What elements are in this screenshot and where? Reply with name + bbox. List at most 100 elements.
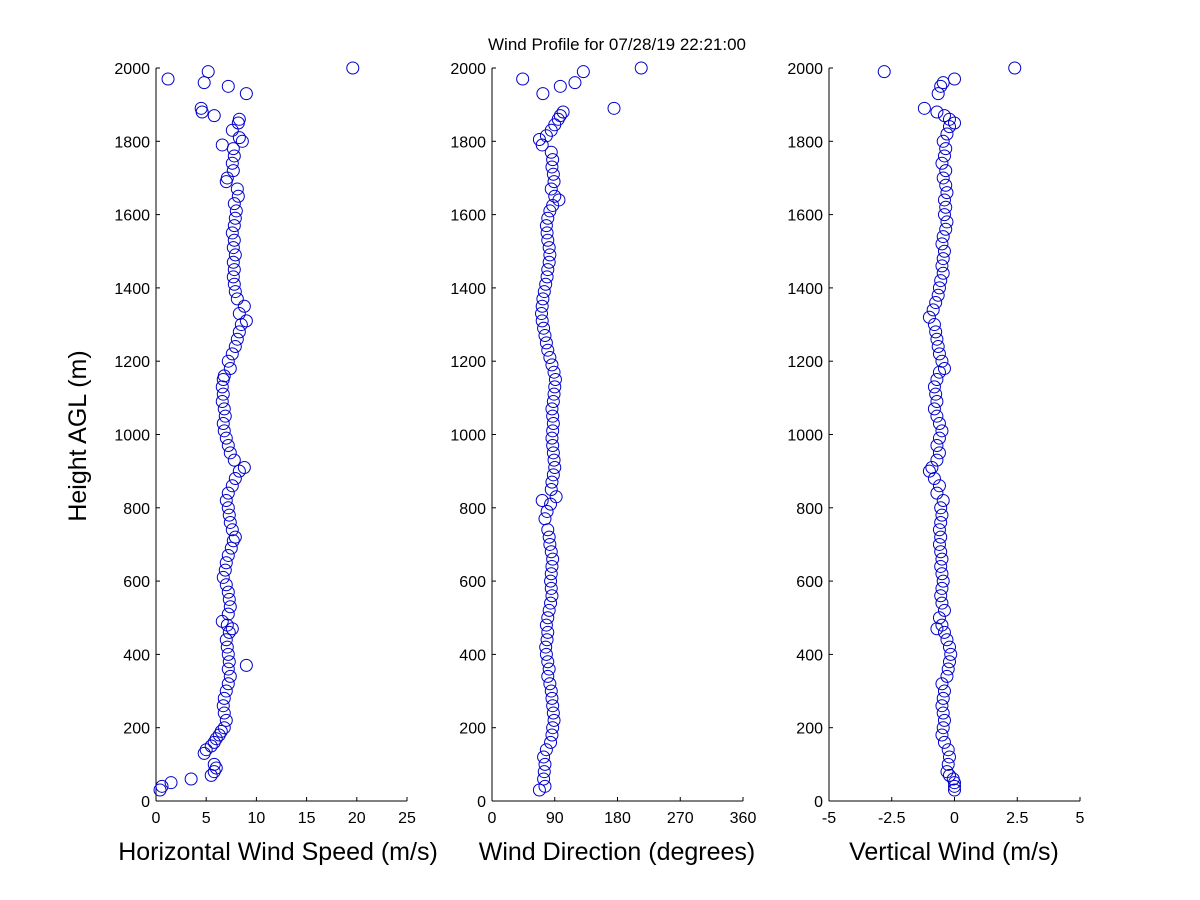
data-point-vertical-wind — [934, 559, 948, 573]
data-point-horizontal-wind-speed — [207, 109, 221, 123]
data-point-vertical-wind — [936, 230, 950, 244]
data-point-vertical-wind — [935, 567, 949, 581]
data-point-horizontal-wind-speed — [221, 607, 235, 621]
data-point-vertical-wind — [931, 288, 945, 302]
data-point-vertical-wind — [929, 296, 943, 310]
xlabel-horizontal-wind-speed: Horizontal Wind Speed (m/s) — [118, 838, 438, 866]
y-tick-label: 2000 — [787, 61, 823, 78]
data-point-wind-direction — [551, 112, 565, 126]
data-point-horizontal-wind-speed — [227, 197, 241, 211]
data-point-vertical-wind — [939, 222, 953, 236]
y-tick-label: 200 — [459, 721, 486, 738]
data-point-vertical-wind — [937, 684, 951, 698]
data-point-vertical-wind — [930, 438, 944, 452]
data-point-vertical-wind — [937, 735, 951, 749]
data-point-vertical-wind — [934, 589, 948, 603]
data-point-horizontal-wind-speed — [216, 417, 230, 431]
data-point-vertical-wind — [935, 552, 949, 566]
data-point-wind-direction — [540, 504, 554, 518]
data-point-vertical-wind — [927, 402, 941, 416]
x-tick-label: 0 — [152, 810, 161, 827]
data-point-wind-direction — [539, 336, 553, 350]
data-point-horizontal-wind-speed — [223, 362, 237, 376]
data-point-vertical-wind — [936, 574, 950, 588]
x-tick-label: 20 — [348, 810, 366, 827]
data-point-horizontal-wind-speed — [215, 138, 229, 152]
data-point-vertical-wind — [934, 501, 948, 515]
data-point-vertical-wind — [929, 325, 943, 339]
data-point-wind-direction — [516, 72, 530, 86]
data-point-vertical-wind — [937, 244, 951, 258]
data-point-horizontal-wind-speed — [219, 493, 233, 507]
data-point-horizontal-wind-speed — [221, 79, 235, 93]
data-point-vertical-wind — [930, 453, 944, 467]
data-point-wind-direction — [547, 175, 561, 189]
data-point-wind-direction — [540, 226, 554, 240]
data-point-horizontal-wind-speed — [221, 585, 235, 599]
data-point-wind-direction — [544, 684, 558, 698]
data-point-horizontal-wind-speed — [228, 211, 242, 225]
data-point-horizontal-wind-speed — [216, 387, 230, 401]
data-point-wind-direction — [544, 545, 558, 559]
x-tick-label: 90 — [546, 810, 564, 827]
data-point-vertical-wind — [948, 72, 961, 86]
data-point-wind-direction — [545, 475, 559, 489]
y-tick-label: 1200 — [450, 354, 486, 371]
data-point-horizontal-wind-speed — [219, 556, 233, 570]
y-tick-label: 1600 — [114, 208, 150, 225]
data-point-horizontal-wind-speed — [194, 101, 208, 115]
data-point-vertical-wind — [937, 362, 951, 376]
data-point-vertical-wind — [932, 281, 946, 295]
data-point-wind-direction — [542, 603, 556, 617]
data-point-vertical-wind — [936, 76, 950, 90]
y-tick-label: 800 — [796, 501, 823, 518]
data-point-horizontal-wind-speed — [219, 633, 233, 647]
data-point-vertical-wind — [937, 713, 951, 727]
x-tick-label: 5 — [1076, 810, 1085, 827]
data-point-wind-direction — [542, 241, 556, 255]
x-tick-label: 270 — [667, 810, 694, 827]
data-point-wind-direction — [541, 655, 555, 669]
data-point-horizontal-wind-speed — [231, 189, 245, 203]
data-point-horizontal-wind-speed — [184, 772, 198, 786]
data-point-vertical-wind — [940, 215, 954, 229]
x-tick-label: -5 — [822, 810, 836, 827]
data-point-horizontal-wind-speed — [218, 409, 232, 423]
data-point-vertical-wind — [926, 303, 940, 317]
data-point-horizontal-wind-speed — [219, 578, 233, 592]
y-tick-label: 0 — [141, 794, 150, 811]
y-tick-label: 1400 — [114, 281, 150, 298]
data-point-vertical-wind — [944, 647, 958, 661]
x-tick-label: 5 — [202, 810, 211, 827]
xlabel-wind-direction: Wind Direction (degrees) — [479, 838, 756, 866]
data-point-wind-direction — [544, 581, 558, 595]
data-point-wind-direction — [537, 321, 551, 335]
data-point-vertical-wind — [936, 134, 950, 148]
data-point-horizontal-wind-speed — [215, 395, 229, 409]
data-point-vertical-wind — [946, 772, 960, 786]
data-point-horizontal-wind-speed — [221, 548, 235, 562]
data-point-vertical-wind — [937, 208, 951, 222]
data-point-horizontal-wind-speed — [228, 471, 242, 485]
data-point-wind-direction — [546, 417, 560, 431]
data-point-vertical-wind — [935, 596, 949, 610]
data-point-wind-direction — [544, 574, 558, 588]
data-point-wind-direction — [538, 329, 552, 343]
y-tick-label: 0 — [477, 794, 486, 811]
data-point-vertical-wind — [937, 603, 951, 617]
data-point-vertical-wind — [948, 783, 961, 797]
y-tick-label: 200 — [123, 721, 150, 738]
data-point-vertical-wind — [932, 537, 946, 551]
data-point-vertical-wind — [930, 332, 944, 346]
data-point-horizontal-wind-speed — [216, 699, 230, 713]
y-tick-label: 200 — [796, 721, 823, 738]
data-point-wind-direction — [544, 145, 558, 159]
data-point-horizontal-wind-speed — [237, 299, 251, 313]
data-point-vertical-wind — [932, 446, 946, 460]
data-point-wind-direction — [568, 76, 582, 90]
data-point-horizontal-wind-speed — [222, 655, 236, 669]
data-point-wind-direction — [539, 640, 553, 654]
data-point-wind-direction — [544, 596, 558, 610]
x-tick-label: 0 — [950, 810, 959, 827]
data-point-horizontal-wind-speed — [214, 724, 228, 738]
